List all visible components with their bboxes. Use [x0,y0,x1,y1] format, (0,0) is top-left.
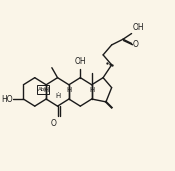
Text: O: O [51,119,57,128]
Text: O: O [133,40,139,49]
Text: Ḣ: Ḣ [55,93,60,99]
Text: HO: HO [1,95,13,103]
FancyBboxPatch shape [37,84,49,94]
Text: OH: OH [133,23,145,32]
Text: Ḣ: Ḣ [44,88,49,94]
Text: OH: OH [75,57,86,66]
Text: Ḣ: Ḣ [89,88,94,94]
Text: Ḣ: Ḣ [66,88,72,94]
Text: Abs: Abs [37,87,48,91]
